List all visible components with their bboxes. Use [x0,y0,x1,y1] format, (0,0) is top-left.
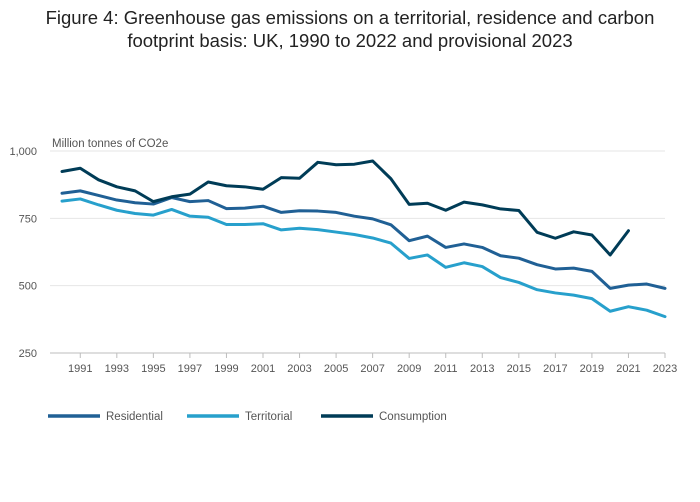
y-tick-label: 250 [19,348,37,360]
series-lines [60,159,667,319]
y-tick-label: 750 [19,213,37,225]
x-axis-ticks: 1991 1993 1995 1997 1999 2001 2003 2005 2007 2009… [68,353,677,375]
x-tick-label: 2007 [360,363,384,375]
chart-title-line-1: Figure 4: Greenhouse gas emissions on a … [45,7,655,28]
y-tick-label: 500 [19,281,37,293]
x-tick-label: 2021 [616,363,640,375]
legend: Residential Territorial Consumption [48,411,447,423]
x-tick-label: 1995 [141,363,165,375]
x-tick-label: 2003 [287,363,311,375]
x-tick-label: 1997 [178,363,202,375]
series-line-consumption [60,159,630,257]
x-tick-label: 1991 [68,363,92,375]
x-tick-label: 2017 [543,363,567,375]
x-tick-label: 1999 [214,363,238,375]
series-line-residential [60,189,667,290]
x-tick-label: 2009 [397,363,421,375]
x-tick-label: 2019 [580,363,604,375]
x-tick-label: 2011 [434,363,458,375]
y-axis-ticks: 250 500 750 1,000 [9,146,37,360]
legend-label-territorial: Territorial [245,411,292,423]
y-axis-label: Million tonnes of CO2e [52,138,168,150]
gridlines [50,150,665,354]
chart-title-line-2: footprint basis: UK, 1990 to 2022 and pr… [127,30,573,51]
x-tick-label: 2013 [470,363,494,375]
chart-title: Figure 4: Greenhouse gas emissions on a … [0,6,700,52]
x-tick-label: 2015 [507,363,531,375]
legend-label-consumption: Consumption [379,411,447,423]
x-tick-label: 2023 [653,363,677,375]
x-tick-label: 1993 [105,363,129,375]
x-tick-label: 2005 [324,363,348,375]
x-tick-label: 2001 [251,363,275,375]
y-tick-label: 1,000 [9,146,37,158]
legend-label-residential: Residential [106,411,163,423]
series-line-territorial [60,197,667,319]
